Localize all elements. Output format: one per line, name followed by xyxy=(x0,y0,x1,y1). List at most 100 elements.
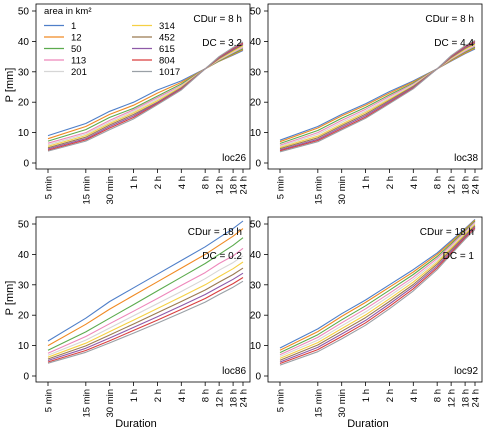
y-tick-label: 10 xyxy=(250,341,262,352)
legend-entry: 615 xyxy=(159,44,175,55)
plot-frame xyxy=(267,3,483,170)
panel-loc92: 0 10 20 30 40 50 5 min 15 min 30 min 1 h 2 h 4 h 8 h… xyxy=(250,216,483,418)
y-tick-label: 10 xyxy=(18,128,30,139)
series-lines xyxy=(279,40,476,153)
series-line-452 xyxy=(279,225,476,361)
y-tick-label: 30 xyxy=(18,280,30,291)
location-label: loc38 xyxy=(454,153,478,164)
series-line-1017 xyxy=(279,40,476,153)
legend-entry: 314 xyxy=(159,21,175,32)
series-line-1 xyxy=(47,220,244,342)
legend-entry: 452 xyxy=(159,33,175,44)
series-line-804 xyxy=(279,40,476,152)
x-tick-label: 8 h xyxy=(201,176,212,189)
series-line-12 xyxy=(279,47,476,143)
series-line-804 xyxy=(47,277,244,363)
panel-loc26: 0 10 20 30 40 50 5 min 15 min 30 min 1 h 2 h 4 h 8 h… xyxy=(18,3,251,205)
cdur-annotation: CDur = 18 h xyxy=(420,227,474,238)
x-axis-label: Duration xyxy=(115,418,157,430)
x-tick-label: 1 h xyxy=(361,389,372,402)
y-tick-label: 0 xyxy=(255,372,261,383)
x-tick-label: 30 min xyxy=(337,176,348,205)
y-tick-label: 20 xyxy=(18,311,30,322)
x-tick-label: 24 h xyxy=(239,389,250,408)
y-tick-label: 50 xyxy=(250,220,262,231)
series-line-314 xyxy=(279,224,476,359)
x-tick-label: 8 h xyxy=(433,176,444,189)
x-tick-label: 8 h xyxy=(201,389,212,402)
x-tick-label: 1 h xyxy=(129,176,140,189)
dc-annotation: DC = 1 xyxy=(443,251,475,262)
x-tick-label: 4 h xyxy=(409,176,420,189)
y-tick-label: 20 xyxy=(250,311,262,322)
x-tick-label: 24 h xyxy=(471,176,482,195)
x-tick-label: 4 h xyxy=(409,389,420,402)
x-tick-label: 15 min xyxy=(313,176,324,205)
x-tick-label: 15 min xyxy=(313,389,324,418)
x-tick-label: 15 min xyxy=(81,389,92,418)
series-line-201 xyxy=(279,44,476,147)
dc-annotation: DC = 4.4 xyxy=(434,38,474,49)
series-line-113 xyxy=(279,45,476,146)
series-line-804 xyxy=(47,42,244,151)
x-tick-label: 12 h xyxy=(215,389,226,408)
series-line-50 xyxy=(279,220,476,354)
legend-entry: 50 xyxy=(71,44,82,55)
series-line-615 xyxy=(47,43,244,150)
y-tick-label: 30 xyxy=(18,67,30,78)
series-line-314 xyxy=(279,43,476,149)
plot-frame xyxy=(35,216,251,383)
series-lines xyxy=(47,220,244,364)
legend-entry: 1017 xyxy=(159,67,180,78)
series-line-12 xyxy=(47,228,244,347)
x-tick-label: 2 h xyxy=(385,389,396,402)
series-line-314 xyxy=(47,45,244,147)
legend-entry: 12 xyxy=(71,33,82,44)
y-tick-label: 50 xyxy=(18,7,30,18)
series-line-1017 xyxy=(47,280,244,364)
series-line-201 xyxy=(47,46,244,146)
series-line-615 xyxy=(279,226,476,363)
series-line-804 xyxy=(279,227,476,365)
y-tick-label: 0 xyxy=(23,159,29,170)
x-tick-label: 5 min xyxy=(44,389,55,412)
x-tick-label: 4 h xyxy=(177,176,188,189)
series-line-1017 xyxy=(279,229,476,366)
series-line-615 xyxy=(279,41,476,151)
location-label: loc92 xyxy=(454,366,478,377)
x-tick-label: 30 min xyxy=(337,389,348,418)
series-lines xyxy=(47,41,244,152)
x-tick-label: 12 h xyxy=(215,176,226,195)
y-tick-label: 40 xyxy=(18,37,30,48)
y-tick-label: 50 xyxy=(250,7,262,18)
x-tick-label: 5 min xyxy=(276,176,287,199)
x-tick-label: 12 h xyxy=(447,176,458,195)
y-tick-label: 10 xyxy=(18,341,30,352)
panel-loc38: 0 10 20 30 40 50 5 min 15 min 30 min 1 h 2 h 4 h 8 h… xyxy=(250,3,483,205)
x-tick-label: 2 h xyxy=(153,389,164,402)
y-tick-label: 20 xyxy=(18,98,30,109)
x-tick-label: 1 h xyxy=(361,176,372,189)
x-tick-label: 4 h xyxy=(177,389,188,402)
y-axis-label-bottom: P [mm] xyxy=(4,281,16,316)
y-tick-label: 0 xyxy=(23,372,29,383)
series-line-50 xyxy=(47,237,244,351)
x-axis-label-right: Duration xyxy=(347,418,389,430)
y-axis-label-top: P [mm] xyxy=(4,68,16,103)
y-tick-label: 20 xyxy=(250,98,262,109)
y-tick-label: 40 xyxy=(250,250,262,261)
x-tick-label: 30 min xyxy=(105,389,116,418)
legend-entry: 1 xyxy=(71,21,76,32)
x-tick-label: 18 h xyxy=(229,176,240,195)
x-tick-label: 30 min xyxy=(105,176,116,205)
series-line-50 xyxy=(47,48,244,142)
y-tick-label: 10 xyxy=(250,128,262,139)
legend-entry: 804 xyxy=(159,56,175,67)
cdur-annotation: CDur = 8 h xyxy=(193,14,242,25)
legend-entry: 113 xyxy=(71,56,86,67)
y-tick-label: 30 xyxy=(250,280,262,291)
legend-entry: 201 xyxy=(71,67,87,78)
x-tick-label: 2 h xyxy=(385,176,396,189)
